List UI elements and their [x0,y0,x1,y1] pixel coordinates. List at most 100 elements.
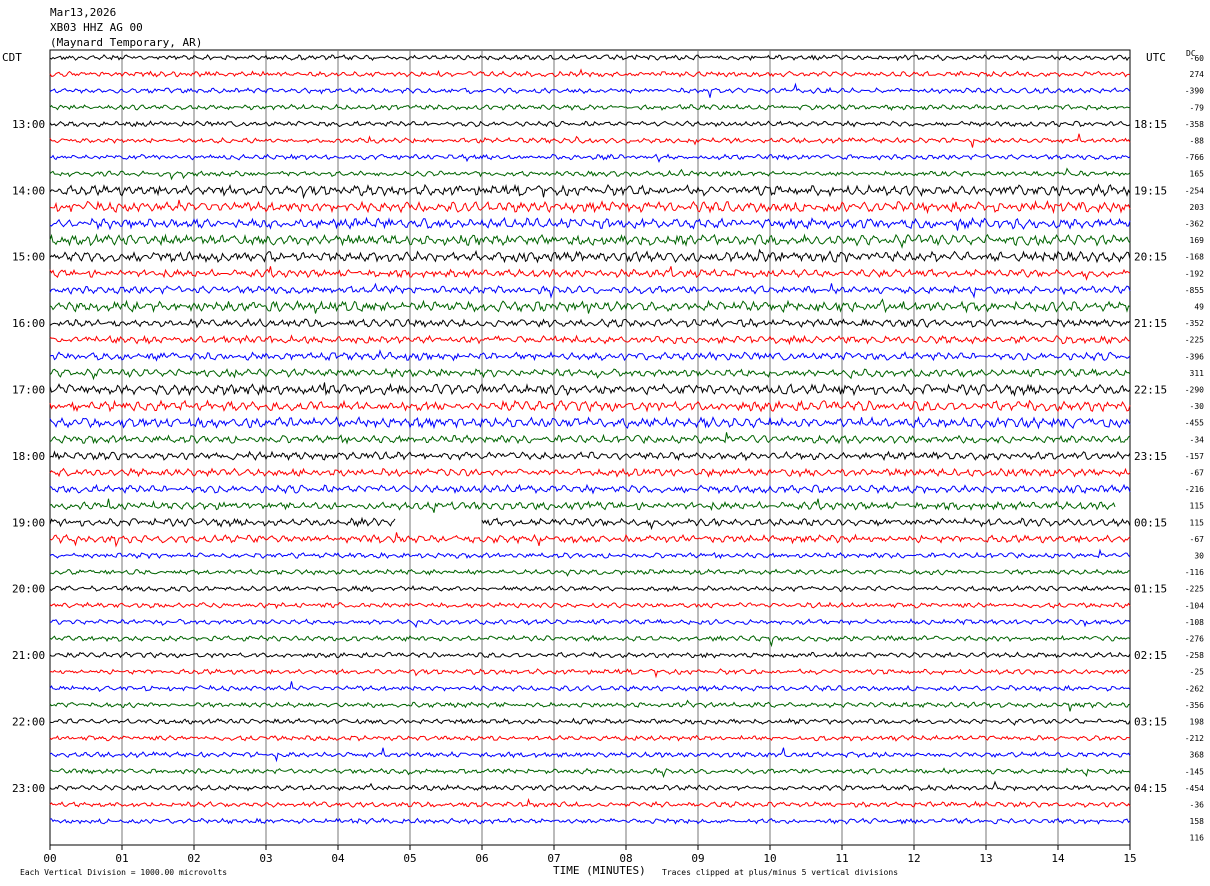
trace-line-26 [49,483,1131,495]
dc-offset-label: 158 [1190,817,1205,826]
x-tick-label: 13 [979,852,992,865]
left-time-label: 16:00 [12,317,45,330]
trace-line-6 [49,153,1131,164]
right-time-label: 22:15 [1134,384,1167,397]
dc-offset-label: -67 [1190,535,1205,544]
trace-line-17 [49,334,1130,346]
left-time-label: 21:00 [12,649,45,662]
trace-line-46 [49,817,1131,825]
dc-offset-label: 203 [1190,203,1205,212]
dc-offset-label: -108 [1185,618,1204,627]
trace-line-4 [49,120,1131,128]
dc-offset-label: -168 [1185,253,1204,262]
trace-line-41 [49,734,1131,742]
trace-line-16 [49,317,1131,329]
x-tick-label: 15 [1123,852,1136,865]
left-time-label: 22:00 [12,716,45,729]
x-tick-label: 06 [475,852,488,865]
dc-offset-label: -258 [1185,651,1204,660]
trace-line-14 [49,282,1131,299]
dc-offset-label: -225 [1185,336,1204,345]
dc-offset-label: -116 [1185,568,1204,577]
left-time-label: 20:00 [12,583,45,596]
x-tick-label: 11 [835,852,848,865]
dc-offset-label: -290 [1185,386,1204,395]
dc-offset-label: -225 [1185,585,1204,594]
dc-offset-label: -356 [1185,701,1204,710]
trace-line-25 [49,467,1131,478]
trace-line-28 [49,516,396,528]
header-station: XB03 HHZ AG 00 [50,21,143,34]
right-time-label: 19:15 [1134,184,1167,197]
dc-offset-label: -88 [1190,137,1205,146]
trace-line-40 [49,717,1131,726]
right-time-label: 03:15 [1134,716,1167,729]
trace-line-7 [49,167,1131,181]
trace-line-30 [49,548,1131,560]
trace-line-21 [49,399,1131,413]
x-tick-label: 08 [619,852,632,865]
x-tick-label: 05 [403,852,416,865]
left-time-label: 18:00 [12,450,45,463]
trace-line-44 [49,780,1131,792]
right-time-label: 01:15 [1134,583,1167,596]
trace-line-12 [49,248,1131,264]
dc-offset-label: -390 [1185,87,1204,96]
x-tick-label: 02 [187,852,200,865]
trace-line-43 [49,767,1131,779]
dc-offset-label: -36 [1190,801,1205,810]
dc-offset-label: 274 [1190,70,1205,79]
x-tick-label: 12 [907,852,920,865]
dc-offset-label: -157 [1185,452,1204,461]
trace-line-1 [49,68,1131,78]
dc-offset-label: -454 [1185,784,1204,793]
header-date: Mar13,2026 [50,6,116,19]
trace-line-33 [49,601,1131,610]
left-timezone-label: CDT [2,51,22,64]
trace-line-8 [49,183,1131,200]
trace-line-24 [49,450,1131,462]
trace-line-29 [49,532,1131,548]
trace-line-45 [49,797,1131,808]
dc-offset-label: -34 [1190,435,1205,444]
dc-offset-label: -254 [1185,186,1204,195]
dc-offset-label: -67 [1190,469,1205,478]
dc-offset-label: -455 [1185,419,1204,428]
dc-offset-label: 116 [1190,834,1205,843]
trace-line-10 [49,216,1131,231]
right-time-label: 00:15 [1134,516,1167,529]
trace-line-34 [49,618,1131,629]
dc-offset-label: 49 [1194,303,1204,312]
dc-offset-label: -192 [1185,269,1204,278]
trace-line-37 [49,668,1131,679]
trace-line-42 [49,747,1131,763]
dc-offset-label: -396 [1185,352,1204,361]
trace-line-3 [49,103,1131,111]
right-time-label: 02:15 [1134,649,1167,662]
x-tick-label: 09 [691,852,704,865]
trace-line-36 [49,651,1131,659]
right-time-label: 23:15 [1134,450,1167,463]
trace-line-15 [49,298,1131,314]
dc-offset-label: -216 [1185,485,1204,494]
trace-line-13 [49,266,1131,281]
seismic-traces [49,54,1131,825]
right-time-label: 18:15 [1134,118,1167,131]
left-time-label: 23:00 [12,782,45,795]
dc-offset-label: -60 [1190,54,1205,63]
header-location: (Maynard Temporary, AR) [50,36,202,49]
left-time-label: 15:00 [12,251,45,264]
trace-line-20 [49,382,1131,397]
dc-offset-label: 30 [1194,552,1204,561]
trace-line-23 [49,432,1131,445]
left-time-labels: 13:00 14:00 15:00 16:00 17:00 18:00 19:00 20:00… [12,118,45,795]
trace-line-11 [49,233,1131,249]
grid-lines [49,49,1131,846]
right-time-label: 20:15 [1134,251,1167,264]
dc-offset-label: -276 [1185,635,1204,644]
trace-line-2 [49,82,1131,98]
dc-offset-label: 115 [1190,502,1205,511]
dc-offset-label: 198 [1190,718,1205,727]
dc-offset-label: 368 [1190,751,1205,760]
dc-offset-labels: -60 274 -390 -79 -358 -88 -766 165 -254 203 -362 16… [1185,54,1204,843]
